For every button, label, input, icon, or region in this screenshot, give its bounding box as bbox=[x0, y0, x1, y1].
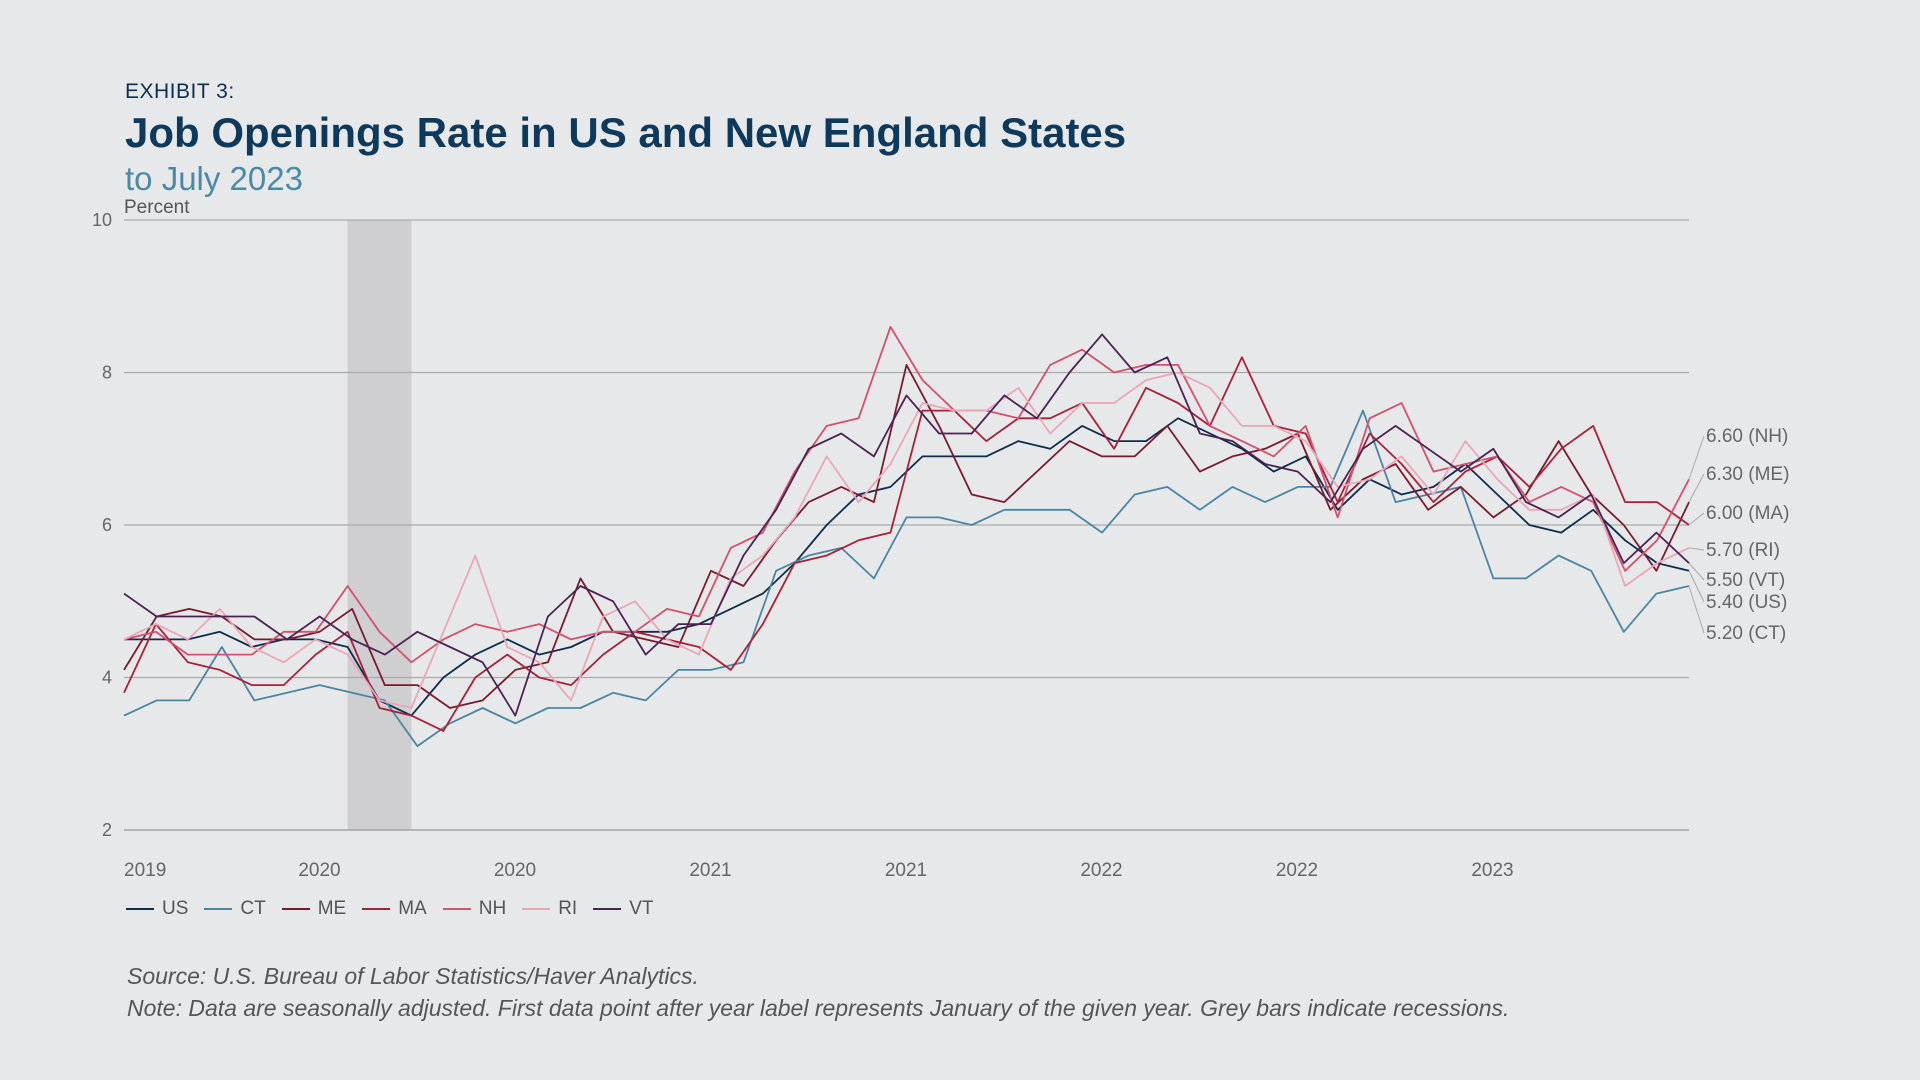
legend-item-ri: RI bbox=[522, 898, 577, 920]
end-label-nh: 6.60 (NH) bbox=[1706, 426, 1788, 447]
legend-label: MA bbox=[398, 898, 427, 919]
y-tick-label: 8 bbox=[102, 363, 112, 383]
series-line-nh bbox=[123, 325, 1690, 664]
x-tick-label: 2021 bbox=[689, 860, 731, 881]
legend-item-vt: VT bbox=[593, 898, 653, 920]
legend-swatch bbox=[126, 908, 154, 910]
legend-item-nh: NH bbox=[442, 898, 507, 920]
x-tick-label: 2021 bbox=[885, 860, 927, 881]
y-tick-label: 2 bbox=[102, 820, 112, 840]
leader-line bbox=[1688, 435, 1705, 480]
source-note: Source: U.S. Bureau of Labor Statistics/… bbox=[127, 963, 699, 989]
end-label-us: 5.40 (US) bbox=[1706, 592, 1787, 613]
chart-subtitle: to July 2023 bbox=[125, 160, 303, 198]
legend-item-ma: MA bbox=[362, 898, 427, 920]
legend-item-us: US bbox=[126, 898, 188, 920]
y-tick-label: 10 bbox=[92, 210, 112, 230]
methodology-note: Note: Data are seasonally adjusted. Firs… bbox=[127, 995, 1510, 1021]
legend-item-ct: CT bbox=[204, 898, 266, 920]
leader-line bbox=[1688, 547, 1705, 551]
chart-header: EXHIBIT 3: Job Openings Rate in US and N… bbox=[125, 80, 1126, 198]
leader-line bbox=[1688, 570, 1705, 603]
footnote: Source: U.S. Bureau of Labor Statistics/… bbox=[127, 960, 1509, 1024]
x-tick-label: 2020 bbox=[298, 860, 340, 881]
exhibit-label: EXHIBIT 3: bbox=[125, 80, 235, 103]
x-tick-label: 2020 bbox=[494, 860, 536, 881]
legend-swatch bbox=[522, 908, 551, 910]
legend-label: CT bbox=[240, 898, 266, 919]
end-label-ma: 6.00 (MA) bbox=[1706, 503, 1789, 524]
legend-label: NH bbox=[478, 898, 507, 919]
x-tick-label: 2022 bbox=[1276, 860, 1318, 881]
chart-legend: US CT ME MA NH RI VT bbox=[126, 898, 669, 920]
end-label-me: 6.30 (ME) bbox=[1706, 464, 1789, 485]
leader-line bbox=[1688, 585, 1705, 634]
legend-label: VT bbox=[629, 898, 654, 919]
end-label-ct: 5.20 (CT) bbox=[1706, 623, 1786, 644]
legend-label: ME bbox=[317, 898, 347, 919]
chart-title: Job Openings Rate in US and New England … bbox=[125, 109, 1127, 156]
legend-label: RI bbox=[558, 898, 578, 919]
legend-swatch bbox=[593, 908, 622, 910]
series-line-ma bbox=[123, 356, 1690, 732]
legend-item-me: ME bbox=[281, 898, 347, 920]
legend-swatch bbox=[281, 908, 310, 910]
y-tick-label: 6 bbox=[102, 515, 112, 535]
end-label-ri: 5.70 (RI) bbox=[1706, 540, 1780, 561]
legend-label: US bbox=[162, 898, 189, 919]
x-tick-label: 2023 bbox=[1471, 860, 1513, 881]
end-label-vt: 5.50 (VT) bbox=[1706, 570, 1785, 591]
y-axis-label: Percent bbox=[124, 197, 190, 218]
x-tick-label: 2019 bbox=[124, 860, 166, 881]
legend-swatch bbox=[204, 908, 233, 910]
series-line-ri bbox=[123, 371, 1690, 709]
legend-swatch bbox=[362, 908, 391, 910]
x-tick-label: 2022 bbox=[1080, 860, 1122, 881]
leader-line bbox=[1688, 512, 1705, 526]
series-line-me bbox=[123, 363, 1690, 709]
leader-line bbox=[1688, 562, 1705, 581]
series-line-vt bbox=[123, 333, 1690, 717]
leader-line bbox=[1688, 473, 1705, 503]
legend-swatch bbox=[442, 908, 471, 910]
y-tick-label: 4 bbox=[102, 668, 112, 688]
